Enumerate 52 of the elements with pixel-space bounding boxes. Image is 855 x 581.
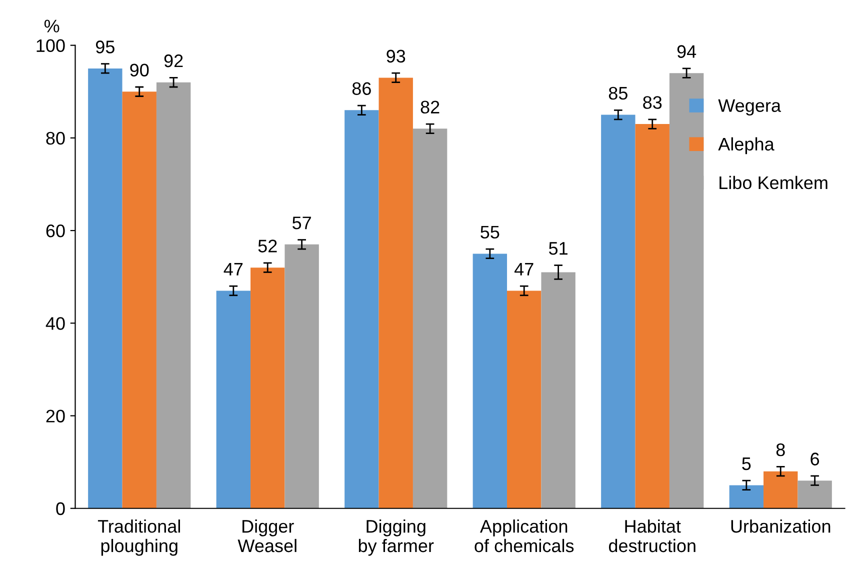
data-label: 92 (164, 54, 183, 68)
bar (729, 485, 764, 508)
y-tick-label: 60 (46, 224, 65, 238)
bar (798, 480, 832, 508)
data-label: 5 (742, 457, 751, 470)
legend-label: Libo Kemkem (720, 176, 828, 190)
bar (635, 124, 670, 508)
legend-label: Wegera (718, 99, 782, 116)
data-label: 83 (643, 96, 662, 109)
bar (507, 290, 542, 508)
bar (412, 128, 448, 508)
data-label: 57 (292, 216, 311, 230)
bar (344, 110, 379, 508)
legend-label: Alepha (718, 137, 774, 154)
data-label: 55 (480, 226, 500, 239)
y-tick-label: 100 (36, 39, 65, 52)
data-label: 47 (514, 262, 534, 276)
data-label: 94 (677, 45, 696, 58)
bar (284, 244, 319, 508)
data-label: 85 (608, 86, 628, 100)
bar (88, 68, 122, 508)
x-tick-label: Traditional ploughing (98, 519, 180, 556)
x-tick-label: Habitat destruction (608, 519, 696, 552)
bar (156, 82, 191, 508)
x-tick-label: Digger Weasel (238, 519, 296, 552)
bar (216, 290, 251, 508)
bar (541, 272, 576, 508)
bar (601, 114, 636, 508)
bar (122, 92, 156, 508)
bar (250, 268, 285, 508)
x-tick-label: Application of chemicals (474, 519, 574, 552)
bar (472, 254, 508, 508)
y-axis-title: % (44, 20, 60, 32)
data-label: 52 (258, 240, 277, 252)
bar (378, 78, 413, 508)
y-tick-label: 80 (46, 132, 65, 145)
data-label: 51 (548, 242, 568, 255)
bar (764, 471, 798, 508)
data-label: 82 (420, 100, 440, 114)
bar (669, 73, 704, 508)
data-label: 86 (352, 82, 371, 95)
data-label: 95 (96, 40, 114, 54)
y-tick-label: 20 (46, 410, 65, 422)
x-tick-label: Urbanization (731, 519, 830, 533)
x-tick-label: Digging by farmer (358, 519, 434, 556)
data-label: 47 (224, 262, 243, 276)
data-label: 90 (130, 64, 149, 76)
data-label: 8 (776, 443, 785, 456)
y-tick-label: 0 (56, 502, 65, 516)
y-tick-label: 40 (46, 317, 65, 330)
data-label: 93 (386, 50, 406, 63)
data-label: 6 (810, 452, 820, 466)
